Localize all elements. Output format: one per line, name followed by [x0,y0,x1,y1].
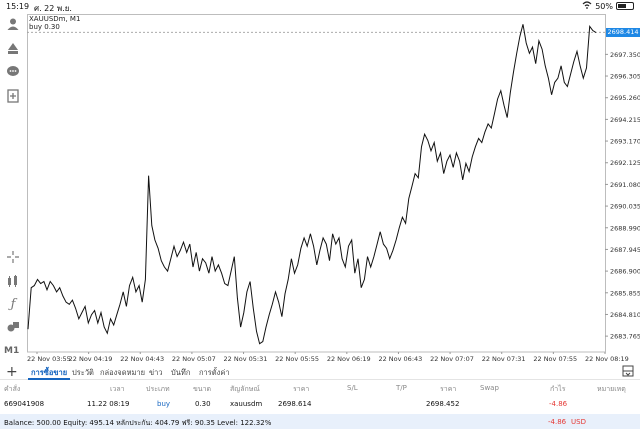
order-size: 0.30 [195,400,211,408]
tab-trade[interactable]: การซื้อขาย [31,368,68,377]
function-icon[interactable]: ƒ [10,296,16,312]
y-tick-label: 2685.855 [610,289,640,297]
y-tick-label: 2692.125 [610,159,640,167]
tab-journal[interactable]: บันทึก [171,368,191,377]
col-order: คำสั่ง [4,385,21,393]
status-time: 15:19 [6,2,30,11]
y-tick-label: 2697.350 [610,51,640,59]
x-tick-label: 22 Nov 05:55 [275,355,319,363]
x-tick-label: 22 Nov 04:43 [120,355,165,363]
tab-mailbox[interactable]: กล่องจดหมาย [100,368,146,377]
col-current-price: ราคา [440,385,457,393]
col-swap: Swap [480,384,499,392]
y-tick-label: 2695.260 [610,94,640,102]
order-time: 11.22 08:19 [87,400,130,408]
wifi-icon [582,1,592,11]
price-series-line [27,24,597,345]
position-label: buy 0.30 [29,23,60,31]
order-current-price: 2698.452 [426,400,460,408]
x-tick-label: 22 Nov 07:07 [430,355,474,363]
x-tick-label: 22 Nov 05:31 [223,355,268,363]
col-comment: หมายเหตุ [597,385,626,393]
x-tick-label: 22 Nov 03:55 [27,355,71,363]
status-bar: 15:19 ศ. 22 พ.ย. 50% [0,0,640,14]
chart-canvas[interactable]: 2697.350 2696.305 2695.260 2694.215 2693.170… [27,14,640,354]
symbol-name: XAUUSDm, M1 [29,15,81,23]
order-symbol: xauusdm [230,400,263,408]
battery-icon [616,2,634,10]
y-tick-label: 2690.035 [610,203,640,211]
order-type: buy [157,400,171,408]
x-tick-label: 22 Nov 07:55 [533,355,578,363]
tab-history[interactable]: ประวัติ [72,368,94,377]
indicators-icon[interactable] [5,273,21,289]
status-date: ศ. 22 พ.ย. [34,4,72,13]
chat-icon[interactable] [5,64,21,80]
x-tick-label: 22 Nov 04:19 [68,355,113,363]
table-row[interactable]: 669041908 11.22 08:19 buy 0.30 xauusdm 2… [0,398,640,412]
balance-summary: Balance: 500.00 Equity: 495.14 หลักประกั… [4,419,272,427]
tab-settings[interactable]: การตั้งค่า [199,368,230,377]
order-id: 669041908 [4,400,45,408]
x-tick-label: 22 Nov 05:07 [171,355,216,363]
new-order-icon[interactable] [5,88,21,104]
x-tick-label: 22 Nov 06:19 [326,355,371,363]
col-sl: S/L [347,384,358,392]
col-symbol: สัญลักษณ์ [230,385,260,393]
col-price: ราคา [293,385,310,393]
total-profit: -4.86 [548,418,567,426]
currency-label: USD [571,418,586,426]
col-profit: กำไร [550,385,566,393]
col-time: เวลา [110,385,125,393]
timeframe-m1[interactable]: M1 [4,346,20,356]
symbol-label: XAUUSDm, M1 buy 0.30 [29,15,80,31]
account-icon[interactable] [5,16,21,32]
status-right: 50% [582,1,634,11]
y-tick-label: 2687.945 [610,246,640,254]
y-tick-label: 2688.990 [610,224,640,232]
y-tick-label: 2686.900 [610,268,640,276]
battery-percent: 50% [595,1,613,11]
terminal-tabs: + การซื้อขาย ประวัติ กล่องจดหมาย ข่าว บั… [0,365,640,380]
crosshair-icon[interactable] [5,249,21,265]
current-price-box: 2698.414 [606,27,640,37]
balance-bar: Balance: 500.00 Equity: 495.14 หลักประกั… [0,414,640,429]
col-tp: T/P [396,384,407,392]
x-tick-label: 22 Nov 08:19 [585,355,629,363]
price-chart[interactable]: 2697.350 2696.305 2695.260 2694.215 2693.170… [27,14,640,363]
y-tick-label: 2694.215 [610,116,640,124]
y-tick-label: 2693.170 [610,138,640,146]
y-tick-label: 2683.765 [610,333,640,341]
layout-icon[interactable] [622,365,634,380]
tab-underline [28,378,70,380]
col-size: ขนาด [193,385,212,393]
order-open-price: 2698.614 [278,400,312,408]
trade-icon[interactable] [5,40,21,56]
y-tick-label: 2691.080 [610,181,640,189]
chart-toolbar: ƒ M1 [0,14,26,368]
y-tick-label: 2684.810 [610,311,640,319]
tab-news[interactable]: ข่าว [149,368,163,377]
positions-header: คำสั่ง เวลา ประเภท ขนาด สัญลักษณ์ ราคา S… [0,382,640,396]
x-tick-label: 22 Nov 07:31 [481,355,526,363]
y-tick-label: 2696.305 [610,73,640,81]
x-tick-label: 22 Nov 06:43 [378,355,423,363]
order-profit: -4.86 [549,400,568,408]
add-icon[interactable]: + [6,364,18,380]
plot-frame [27,14,606,353]
col-type: ประเภท [146,385,170,393]
objects-icon[interactable] [5,319,21,335]
